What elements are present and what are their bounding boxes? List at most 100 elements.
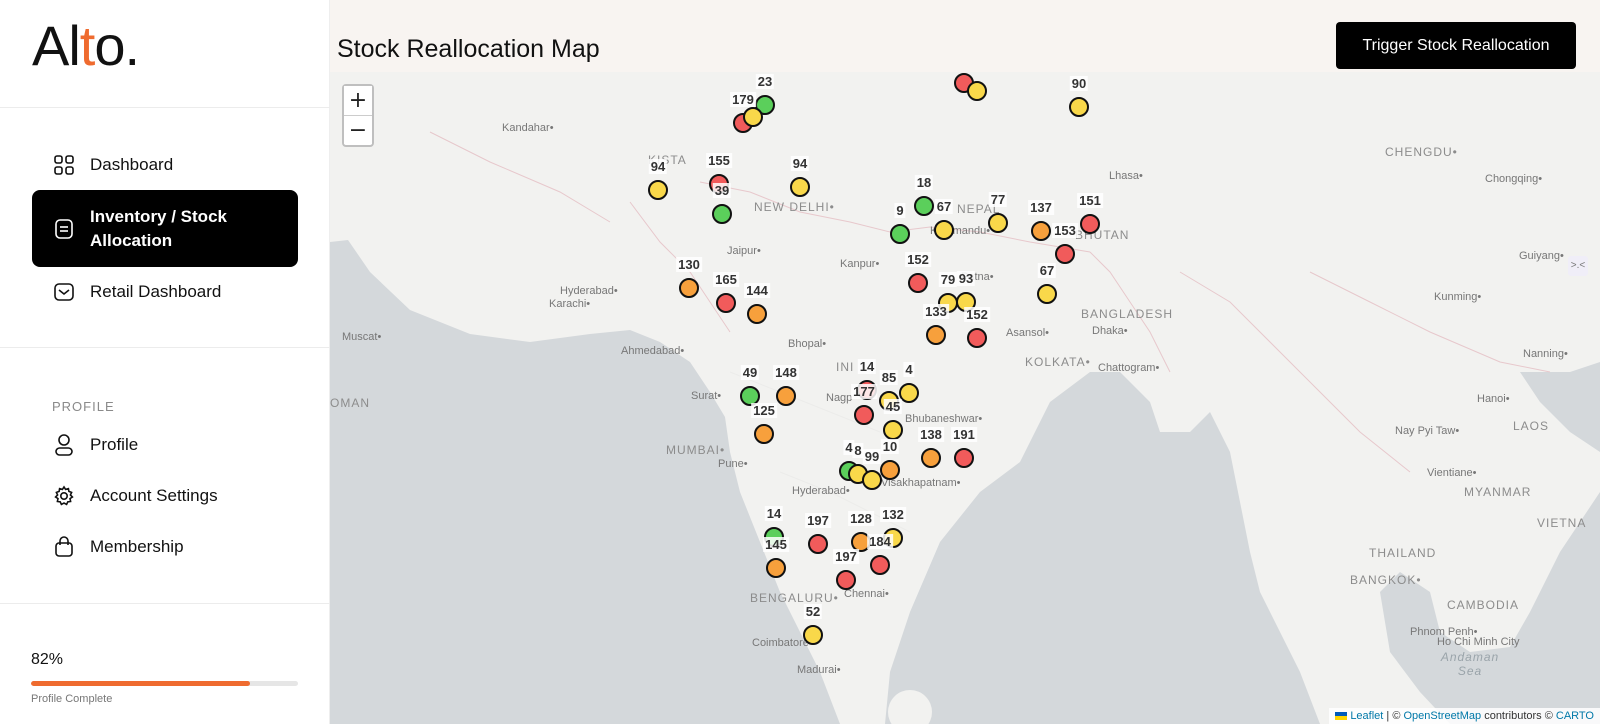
stock-marker[interactable] xyxy=(1031,221,1051,241)
stock-marker-label: 67 xyxy=(1037,263,1057,278)
stock-marker-label: 132 xyxy=(880,507,906,522)
stock-marker[interactable] xyxy=(716,293,736,313)
place-label: Guiyang• xyxy=(1519,250,1564,262)
stock-marker-label: 8 xyxy=(852,443,864,458)
stock-marker[interactable] xyxy=(1080,214,1100,234)
stock-marker-label: 165 xyxy=(713,272,739,287)
place-label: THAILAND xyxy=(1369,546,1437,560)
attribution-middle: contributors © xyxy=(1481,710,1556,722)
stock-marker[interactable] xyxy=(899,383,919,403)
stock-marker[interactable] xyxy=(743,107,763,127)
stock-marker[interactable] xyxy=(836,570,856,590)
stock-marker[interactable] xyxy=(862,470,882,490)
stock-marker[interactable] xyxy=(870,555,890,575)
stock-marker[interactable] xyxy=(880,460,900,480)
alto-logo[interactable]: Alto. xyxy=(32,18,140,74)
stock-marker-label: 197 xyxy=(833,549,859,564)
stock-marker[interactable] xyxy=(967,328,987,348)
place-label: KOLKATA• xyxy=(1025,355,1091,369)
stock-marker[interactable] xyxy=(988,213,1008,233)
stock-marker[interactable] xyxy=(890,224,910,244)
openstreetmap-link[interactable]: OpenStreetMap xyxy=(1403,710,1482,722)
place-label: Lhasa• xyxy=(1109,170,1143,182)
nav-label: Account Settings xyxy=(90,486,218,505)
shopping-bag-icon xyxy=(52,535,76,559)
place-label: Muscat• xyxy=(342,331,382,343)
place-label: Visakhapatnam• xyxy=(881,477,961,489)
stock-marker[interactable] xyxy=(747,304,767,324)
nav-label: Membership xyxy=(90,537,184,556)
place-label: OMAN xyxy=(330,396,370,410)
stock-marker[interactable] xyxy=(1069,97,1089,117)
stock-marker[interactable] xyxy=(790,177,810,197)
zoom-out-button[interactable]: − xyxy=(344,115,372,144)
place-label: MYANMAR xyxy=(1464,485,1532,499)
map-basemap xyxy=(330,131,1600,724)
stock-marker[interactable] xyxy=(648,180,668,200)
stock-marker[interactable] xyxy=(854,405,874,425)
place-label: VIETNA xyxy=(1537,516,1587,530)
header: Stock Reallocation Map Trigger Stock Rea… xyxy=(330,0,1600,72)
nav-label: Inventory / Stock Allocation xyxy=(90,206,227,250)
place-label: Hyderabad• xyxy=(792,485,850,497)
stock-map[interactable]: + − Kandahar• NEW DELHI• Jaipur• Kanpur• Hyd… xyxy=(330,72,1600,724)
place-label: INI xyxy=(836,360,855,374)
profile-progress-bar xyxy=(31,681,298,686)
stock-marker-label: 191 xyxy=(951,427,977,442)
divider xyxy=(0,107,330,108)
stock-marker[interactable] xyxy=(908,273,928,293)
nav-item-profile[interactable]: Profile xyxy=(32,433,298,457)
document-icon xyxy=(52,217,76,241)
nav-item-membership[interactable]: Membership xyxy=(32,535,298,559)
place-label: Karachi• xyxy=(549,298,591,310)
trigger-stock-reallocation-button[interactable]: Trigger Stock Reallocation xyxy=(1336,22,1576,69)
stock-marker[interactable] xyxy=(754,424,774,444)
carto-link[interactable]: CARTO xyxy=(1555,710,1594,722)
logo-text-end: o. xyxy=(94,14,140,77)
stock-marker[interactable] xyxy=(766,558,786,578)
stock-marker[interactable] xyxy=(740,386,760,406)
nav-item-account-settings[interactable]: Account Settings xyxy=(32,484,298,508)
profile-completion-percent: 82% xyxy=(31,651,64,668)
logo-text: Al xyxy=(32,14,81,77)
place-label: CAMBODIA xyxy=(1447,598,1520,612)
stock-marker[interactable] xyxy=(954,448,974,468)
stock-marker-label: 125 xyxy=(751,403,777,418)
stock-marker[interactable] xyxy=(1055,244,1075,264)
stock-marker[interactable] xyxy=(883,420,903,440)
place-label: Kunming• xyxy=(1434,291,1482,303)
stock-marker-label: 179 xyxy=(730,92,756,107)
stock-marker-label: 14 xyxy=(764,506,784,521)
collapse-toggle[interactable]: >.< xyxy=(1568,256,1588,276)
stock-marker[interactable] xyxy=(934,220,954,240)
stock-marker-label: 93 xyxy=(956,271,976,286)
place-label: Hanoi• xyxy=(1477,393,1510,405)
zoom-in-button[interactable]: + xyxy=(344,86,372,115)
place-label: LAOS xyxy=(1513,419,1550,433)
stock-marker[interactable] xyxy=(914,196,934,216)
divider xyxy=(0,347,330,348)
profile-section-heading: PROFILE xyxy=(52,399,115,414)
stock-marker[interactable] xyxy=(808,534,828,554)
place-label: Bhubaneshwar• xyxy=(905,413,983,425)
place-label: CHENGDU• xyxy=(1385,145,1458,159)
stock-marker-label: 99 xyxy=(862,449,882,464)
stock-marker[interactable] xyxy=(967,81,987,101)
stock-marker-label: 90 xyxy=(1069,76,1089,91)
nav-item-dashboard[interactable]: Dashboard xyxy=(32,153,298,177)
stock-marker-label: 14 xyxy=(857,359,877,374)
gear-icon xyxy=(52,484,76,508)
stock-marker[interactable] xyxy=(712,204,732,224)
stock-marker[interactable] xyxy=(776,386,796,406)
stock-marker[interactable] xyxy=(679,278,699,298)
nav-item-retail[interactable]: Retail Dashboard xyxy=(32,280,298,304)
nav-item-inventory[interactable]: Inventory / Stock Allocation xyxy=(32,190,298,267)
stock-marker[interactable] xyxy=(1037,284,1057,304)
stock-marker[interactable] xyxy=(921,448,941,468)
place-label: Ho Chi Minh City xyxy=(1437,636,1520,648)
stock-marker[interactable] xyxy=(803,625,823,645)
stock-marker-label: 18 xyxy=(914,175,934,190)
place-label: Asansol• xyxy=(1006,327,1049,339)
stock-marker[interactable] xyxy=(926,325,946,345)
leaflet-link[interactable]: Leaflet xyxy=(1350,710,1384,722)
